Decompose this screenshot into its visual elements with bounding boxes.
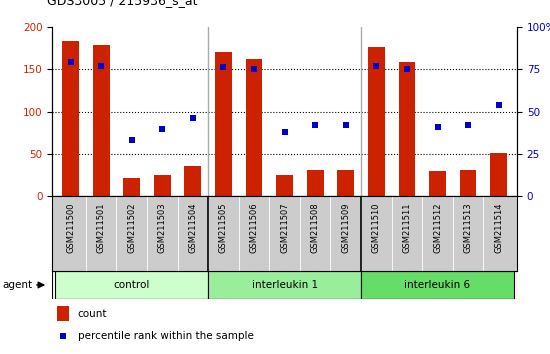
Bar: [399, 62, 415, 196]
Point: [66, 59, 75, 65]
Text: control: control: [113, 280, 150, 290]
Point: [372, 63, 381, 68]
Point: [58, 333, 67, 339]
Text: GSM211504: GSM211504: [189, 202, 197, 253]
Bar: [368, 47, 385, 196]
Bar: [361, 272, 514, 298]
Text: GSM211503: GSM211503: [158, 202, 167, 253]
Text: GSM211507: GSM211507: [280, 202, 289, 253]
Point: [158, 126, 167, 131]
Text: interleukin 1: interleukin 1: [251, 280, 318, 290]
Point: [280, 129, 289, 135]
Text: GSM211514: GSM211514: [494, 202, 503, 253]
Point: [464, 122, 472, 128]
Bar: [307, 170, 323, 196]
Text: GSM211510: GSM211510: [372, 202, 381, 253]
Text: agent: agent: [3, 280, 33, 290]
Point: [189, 115, 197, 121]
Text: percentile rank within the sample: percentile rank within the sample: [78, 331, 254, 341]
Point: [128, 138, 136, 143]
Point: [219, 64, 228, 70]
Bar: [184, 166, 201, 196]
Bar: [460, 170, 476, 196]
Point: [494, 102, 503, 108]
Point: [342, 122, 350, 128]
Bar: [276, 175, 293, 196]
Text: GSM211511: GSM211511: [403, 202, 411, 253]
Bar: [154, 175, 170, 196]
Text: GSM211506: GSM211506: [250, 202, 258, 253]
Text: GSM211513: GSM211513: [464, 202, 472, 253]
Point: [433, 124, 442, 130]
Text: GSM211505: GSM211505: [219, 202, 228, 253]
Bar: [246, 59, 262, 196]
Text: GSM211500: GSM211500: [66, 202, 75, 253]
Bar: [490, 153, 507, 196]
Bar: [62, 41, 79, 196]
Text: interleukin 6: interleukin 6: [404, 280, 471, 290]
Text: GSM211501: GSM211501: [97, 202, 106, 253]
Point: [403, 66, 411, 72]
Text: count: count: [78, 308, 107, 319]
Text: GSM211512: GSM211512: [433, 202, 442, 253]
Point: [250, 66, 258, 72]
Bar: [337, 170, 354, 196]
Text: GSM211509: GSM211509: [342, 202, 350, 253]
Point: [311, 122, 320, 128]
Text: GDS3005 / 215936_s_at: GDS3005 / 215936_s_at: [47, 0, 197, 7]
Bar: [56, 272, 208, 298]
Bar: [93, 45, 109, 196]
Bar: [215, 52, 232, 196]
Bar: [208, 272, 361, 298]
Bar: [429, 171, 446, 196]
Bar: [57, 306, 69, 321]
Bar: [123, 178, 140, 196]
Text: GSM211502: GSM211502: [127, 202, 136, 253]
Text: GSM211508: GSM211508: [311, 202, 320, 253]
Point: [97, 63, 106, 68]
